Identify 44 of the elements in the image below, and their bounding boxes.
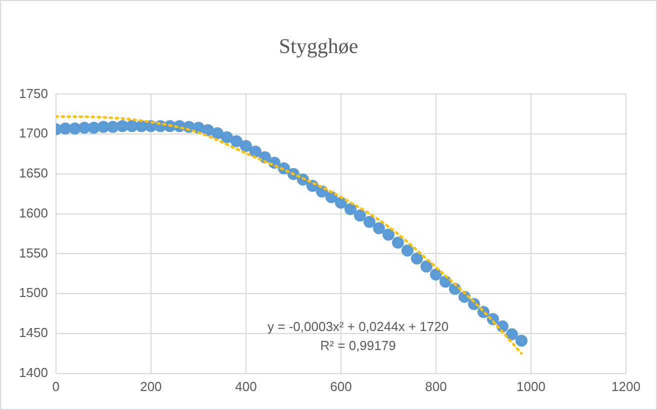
point [78, 122, 90, 134]
point [506, 328, 518, 340]
y-tick-label: 1600 [19, 205, 48, 220]
y-tick-label: 1650 [19, 166, 48, 181]
point [230, 135, 242, 148]
y-tick-label: 1450 [19, 325, 48, 340]
y-tick-label: 1550 [19, 245, 48, 260]
point [220, 131, 233, 144]
point [410, 252, 423, 265]
point [211, 127, 224, 140]
x-tick-label: 400 [235, 378, 257, 394]
point [363, 216, 376, 228]
annotation: y = -0,0003x² + 0,0244x + 1720 [268, 318, 449, 334]
y-tick-label: 1750 [19, 86, 48, 101]
point [401, 244, 414, 257]
point [354, 209, 366, 222]
annotation: R² = 0,99179 [320, 338, 396, 353]
y-tick-label: 1400 [19, 364, 48, 380]
point [430, 268, 442, 280]
point [116, 120, 128, 132]
x-tick-label: 600 [330, 378, 352, 394]
point [249, 146, 262, 158]
point [334, 196, 347, 209]
line-series [56, 115, 523, 355]
x-tick-label: 800 [425, 378, 447, 394]
point [372, 222, 385, 234]
point [68, 122, 81, 134]
x-tick-label: 1200 [612, 378, 640, 394]
chart-title: Stygghøe [278, 34, 358, 58]
point [97, 120, 110, 133]
point [88, 122, 100, 134]
point [240, 140, 252, 152]
point [515, 334, 528, 347]
point [382, 228, 394, 241]
x-tick-label: 0 [52, 378, 60, 394]
point [59, 122, 72, 134]
point [344, 203, 356, 216]
point [106, 120, 119, 133]
point [392, 236, 404, 249]
y-tick-label: 1500 [19, 285, 48, 300]
y-tick-label: 1700 [19, 126, 48, 141]
x-tick-label: 1000 [516, 378, 546, 394]
x-tick-label: 200 [140, 378, 162, 394]
point [420, 260, 432, 273]
